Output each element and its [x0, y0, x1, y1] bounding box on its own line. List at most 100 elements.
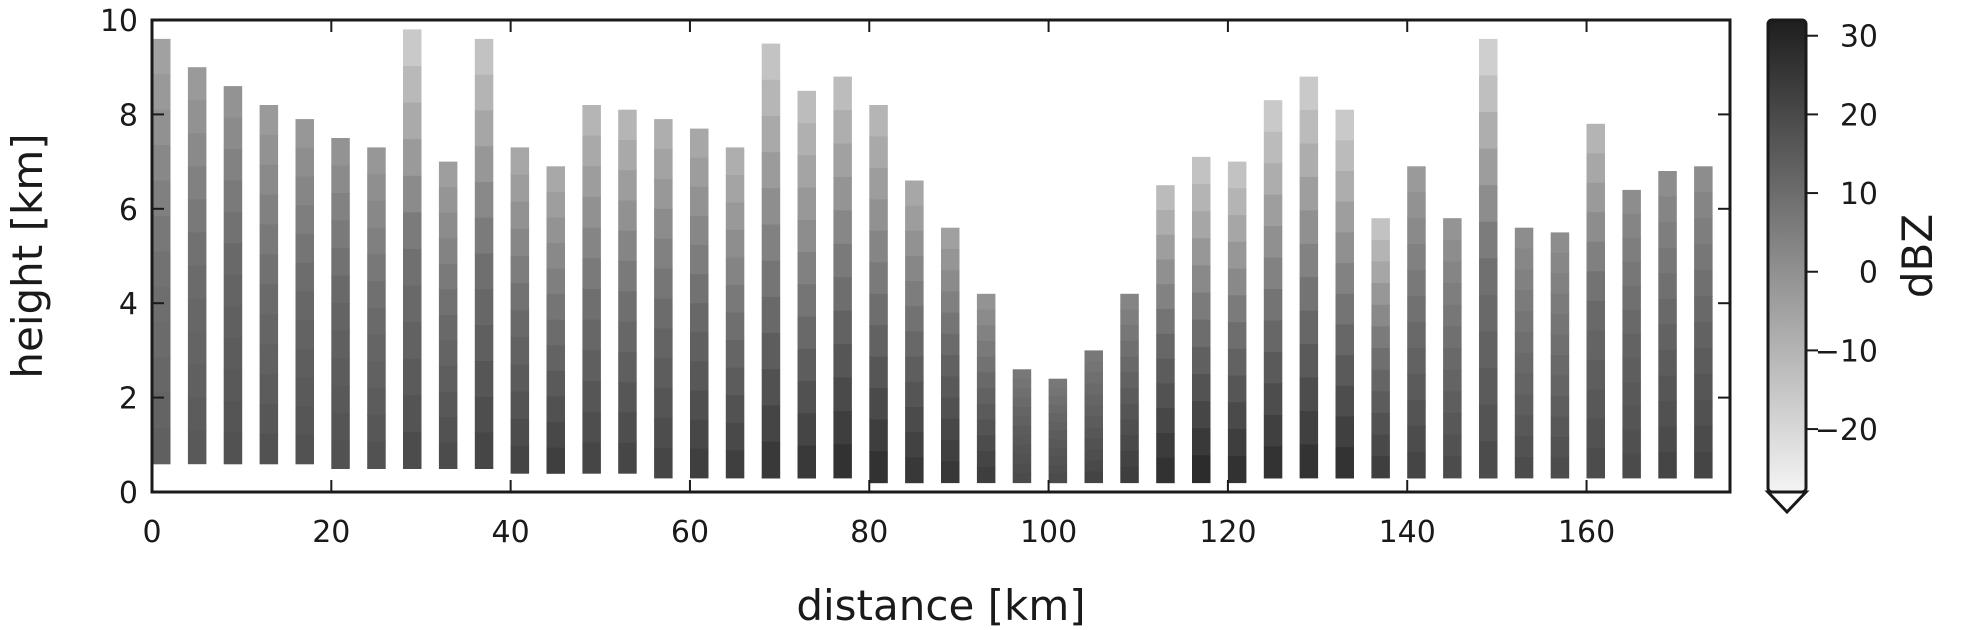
- reflectivity-cell: [654, 298, 673, 329]
- reflectivity-cell: [1479, 331, 1498, 369]
- reflectivity-cell: [1694, 218, 1713, 245]
- reflectivity-cell: [1263, 414, 1283, 447]
- reflectivity-cell: [403, 285, 422, 323]
- reflectivity-cell: [1120, 419, 1139, 436]
- reflectivity-cell: [1084, 438, 1103, 451]
- reflectivity-cell: [833, 310, 852, 345]
- reflectivity-cell: [941, 291, 960, 314]
- colorbar-tick-label: 20: [1840, 98, 1878, 133]
- reflectivity-cell: [1586, 153, 1605, 184]
- reflectivity-cell: [1443, 434, 1462, 457]
- reflectivity-cell: [1120, 341, 1139, 358]
- reflectivity-cell: [1694, 425, 1713, 453]
- reflectivity-cell: [438, 417, 458, 444]
- reflectivity-cell: [1407, 296, 1426, 323]
- reflectivity-cell: [367, 281, 386, 309]
- reflectivity-cell: [331, 275, 350, 304]
- reflectivity-cell: [1084, 361, 1103, 373]
- x-tick-label: 20: [312, 515, 350, 550]
- reflectivity-cell: [1156, 433, 1175, 459]
- reflectivity-cell: [1084, 350, 1103, 362]
- reflectivity-cell: [976, 403, 996, 421]
- reflectivity-cell: [690, 303, 709, 333]
- x-tick-label: 160: [1558, 515, 1615, 550]
- reflectivity-cell: [546, 294, 565, 321]
- reflectivity-cell: [1012, 463, 1032, 474]
- reflectivity-cell: [1658, 171, 1677, 198]
- reflectivity-cell: [1227, 295, 1247, 323]
- reflectivity-cell: [941, 355, 960, 377]
- reflectivity-cell: [223, 432, 243, 465]
- reflectivity-cell: [1192, 455, 1211, 484]
- reflectivity-cell: [331, 385, 350, 414]
- reflectivity-cell: [1479, 148, 1498, 186]
- y-tick-label: 0: [119, 476, 138, 511]
- reflectivity-cell: [1479, 185, 1498, 223]
- reflectivity-cell: [941, 270, 960, 292]
- reflectivity-cell: [582, 135, 601, 167]
- reflectivity-cell: [438, 212, 458, 239]
- reflectivity-cell: [761, 405, 781, 443]
- reflectivity-cell: [1120, 466, 1139, 484]
- reflectivity-cell: [1407, 425, 1426, 453]
- reflectivity-cell: [1048, 404, 1068, 414]
- reflectivity-cell: [1192, 156, 1211, 185]
- reflectivity-cell: [1192, 292, 1211, 321]
- reflectivity-cell: [1263, 289, 1283, 322]
- reflectivity-cell: [1550, 273, 1570, 295]
- reflectivity-cell: [905, 331, 924, 358]
- reflectivity-cell: [474, 361, 494, 398]
- reflectivity-cell: [1227, 429, 1247, 457]
- reflectivity-cell: [1479, 75, 1498, 113]
- reflectivity-cell: [941, 312, 960, 335]
- reflectivity-cell: [1335, 355, 1354, 387]
- reflectivity-cell: [1227, 268, 1247, 296]
- x-tick-label: 140: [1379, 515, 1436, 550]
- reflectivity-cell: [1514, 227, 1534, 250]
- reflectivity-cell: [1443, 218, 1462, 241]
- reflectivity-cell: [223, 149, 243, 182]
- reflectivity-cell: [582, 411, 601, 444]
- reflectivity-cell: [331, 248, 350, 277]
- x-tick-label: 60: [671, 515, 709, 550]
- reflectivity-cell: [367, 361, 386, 389]
- reflectivity-cell: [1084, 460, 1103, 473]
- reflectivity-cell: [1658, 350, 1677, 377]
- reflectivity-cell: [1263, 131, 1283, 164]
- reflectivity-cell: [1335, 324, 1354, 356]
- reflectivity-cell: [1550, 416, 1570, 438]
- reflectivity-cell: [690, 215, 709, 246]
- y-axis-label: height [km]: [3, 133, 52, 378]
- reflectivity-cell: [833, 76, 852, 111]
- colorbar-tick-label: 10: [1840, 177, 1878, 212]
- reflectivity-cell: [582, 258, 601, 290]
- reflectivity-cell: [976, 451, 996, 468]
- reflectivity-cell: [510, 418, 530, 447]
- reflectivity-cell: [1550, 293, 1570, 315]
- reflectivity-cell: [725, 450, 745, 479]
- reflectivity-cell: [725, 422, 745, 451]
- reflectivity-cell: [546, 345, 565, 372]
- reflectivity-cell: [259, 433, 279, 465]
- reflectivity-cell: [1371, 239, 1390, 263]
- reflectivity-cell: [1048, 465, 1068, 475]
- reflectivity-cell: [1048, 456, 1068, 466]
- reflectivity-cell: [295, 435, 314, 465]
- reflectivity-cell: [1622, 405, 1641, 431]
- reflectivity-cell: [618, 352, 637, 383]
- reflectivity-cell: [1443, 412, 1462, 436]
- reflectivity-cell: [546, 422, 565, 449]
- reflectivity-cell: [1012, 473, 1032, 484]
- reflectivity-cell: [1658, 298, 1677, 326]
- reflectivity-cell: [331, 413, 350, 442]
- reflectivity-cell: [1694, 296, 1713, 323]
- reflectivity-cell: [367, 441, 386, 469]
- reflectivity-cell: [403, 139, 422, 177]
- reflectivity-cell: [1120, 451, 1139, 468]
- colorbar-tick-label: 0: [1859, 256, 1878, 291]
- reflectivity-cell: [797, 348, 816, 382]
- reflectivity-cell: [1658, 196, 1677, 223]
- reflectivity-cell: [474, 182, 494, 219]
- reflectivity-cell: [1084, 449, 1103, 462]
- reflectivity-cell: [797, 284, 816, 318]
